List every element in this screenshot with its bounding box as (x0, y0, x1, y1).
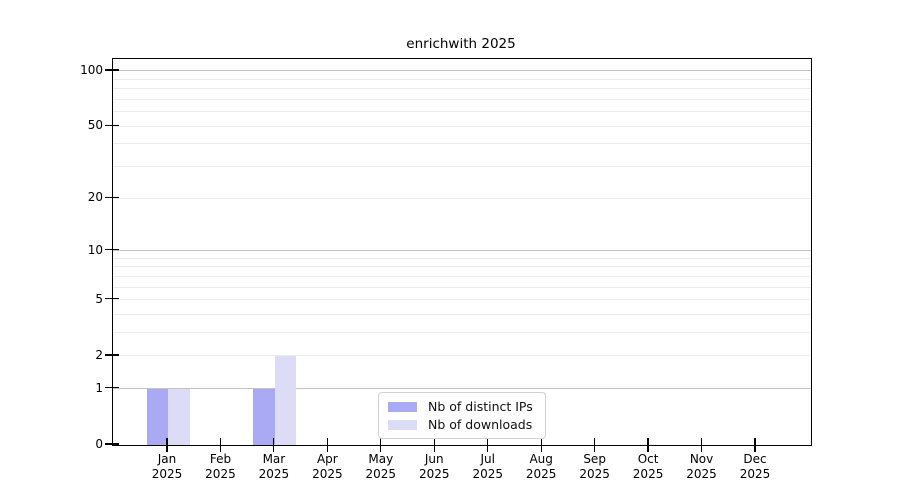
x-tick-label: Aug 2025 (509, 452, 573, 481)
x-tick-year: 2025 (258, 466, 290, 481)
x-tick-mark (540, 437, 542, 452)
gridline-major (113, 250, 811, 252)
legend-item-downloads: Nb of downloads (388, 417, 536, 432)
x-tick-label: Nov 2025 (670, 452, 734, 481)
x-tick-label: Apr 2025 (295, 452, 359, 481)
x-tick-mark (487, 437, 489, 452)
gridline-major (113, 388, 811, 390)
y-tick-mark (105, 354, 119, 356)
x-tick-label: May 2025 (349, 452, 413, 481)
y-tick-label: 10 (87, 242, 103, 257)
y-tick-label: 20 (87, 190, 103, 205)
bar-downloads (168, 388, 190, 445)
x-tick-mark (273, 437, 275, 452)
x-tick-mark (219, 437, 222, 452)
x-tick-label: Dec 2025 (723, 452, 787, 481)
y-tick-label: 5 (95, 291, 103, 306)
legend: Nb of distinct IPs Nb of downloads (378, 392, 546, 439)
x-tick-month: Jun (424, 452, 444, 466)
gridline-minor (113, 88, 811, 90)
x-tick-month: Sep (583, 452, 606, 466)
x-tick-year: 2025 (205, 466, 236, 481)
gridline-minor (113, 275, 811, 277)
x-tick-year: 2025 (312, 466, 343, 481)
gridline-minor (113, 78, 811, 80)
y-tick-mark (105, 69, 119, 71)
x-tick-mark (380, 437, 382, 452)
legend-swatch-distinct-ips (388, 401, 417, 412)
x-tick-month: Nov (689, 452, 714, 466)
y-tick-label: 0 (95, 437, 103, 451)
x-tick-year: 2025 (472, 466, 503, 481)
y-tick-label: 1 (95, 380, 103, 395)
x-tick-month: Feb (209, 452, 232, 466)
x-tick-month: Mar (262, 452, 286, 466)
gridline-minor (113, 314, 811, 316)
x-tick-mark (433, 437, 435, 452)
x-tick-mark (326, 437, 328, 452)
y-tick-mark (105, 249, 119, 251)
x-tick-year: 2025 (418, 466, 450, 481)
x-tick-mark (166, 437, 168, 452)
gridline-minor (113, 355, 811, 357)
x-tick-mark (754, 437, 756, 452)
y-tick-mark (105, 298, 119, 300)
gridline-minor (113, 111, 811, 113)
gridline-minor (113, 98, 811, 100)
gridline-minor (113, 125, 811, 127)
gridline-major (113, 70, 811, 72)
y-tick-mark (105, 196, 119, 198)
y-tick-mark (105, 124, 119, 126)
x-tick-label: Jun 2025 (402, 452, 466, 481)
x-tick-year: 2025 (632, 466, 664, 481)
plot-area: Nb of distinct IPs Nb of downloads (112, 58, 812, 446)
chart-title: enrichwith 2025 (406, 36, 516, 52)
x-tick-mark (647, 437, 649, 452)
gridline-minor (113, 332, 811, 334)
y-tick-label: 100 (80, 62, 103, 77)
y-tick-mark (105, 387, 119, 389)
y-tick-mark (105, 443, 119, 445)
x-tick-year: 2025 (151, 466, 183, 481)
bar-downloads (274, 355, 297, 445)
x-tick-year: 2025 (365, 466, 397, 481)
legend-label-downloads: Nb of downloads (428, 417, 533, 432)
x-tick-label: Mar 2025 (242, 452, 306, 481)
legend-label-distinct-ips: Nb of distinct IPs (428, 399, 533, 414)
gridline-minor (113, 197, 811, 199)
x-tick-label: Jan 2025 (135, 452, 199, 481)
x-tick-year: 2025 (686, 466, 717, 481)
x-tick-mark (594, 437, 596, 452)
x-tick-mark (700, 437, 703, 452)
y-tick-label: 2 (95, 347, 103, 362)
gridline-minor (113, 257, 811, 259)
gridline-minor (113, 266, 811, 268)
bar-distinct-ips (253, 388, 275, 445)
bar-distinct-ips (146, 388, 168, 445)
x-tick-month: Jul (480, 452, 495, 466)
x-tick-month: Dec (743, 452, 767, 466)
x-tick-year: 2025 (525, 466, 557, 481)
x-tick-year: 2025 (739, 466, 771, 481)
legend-swatch-downloads (388, 419, 417, 430)
x-tick-label: Sep 2025 (563, 452, 627, 481)
x-tick-month: Aug (529, 452, 553, 466)
gridline-minor (113, 166, 811, 168)
x-tick-month: Apr (316, 452, 338, 466)
y-tick-label: 50 (87, 118, 103, 133)
gridline-minor (113, 143, 811, 145)
x-tick-month: Oct (637, 452, 659, 466)
x-tick-month: Jan (157, 452, 177, 466)
x-tick-month: May (368, 452, 394, 466)
legend-item-distinct-ips: Nb of distinct IPs (388, 399, 536, 414)
gridline-minor (113, 299, 811, 301)
x-tick-label: Jul 2025 (456, 452, 520, 481)
x-tick-label: Feb 2025 (188, 452, 252, 481)
gridline-minor (113, 286, 811, 288)
x-tick-label: Oct 2025 (616, 452, 680, 481)
x-tick-year: 2025 (579, 466, 610, 481)
